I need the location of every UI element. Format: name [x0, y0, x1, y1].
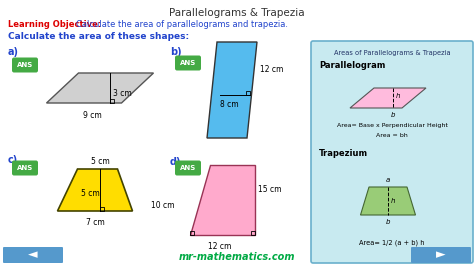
Polygon shape: [361, 187, 416, 215]
Text: 12 cm: 12 cm: [208, 242, 232, 251]
Text: 3 cm: 3 cm: [113, 89, 132, 98]
Text: b): b): [170, 47, 182, 57]
Text: 10 cm: 10 cm: [152, 201, 175, 210]
Text: d): d): [170, 157, 182, 167]
Text: Parallelogram: Parallelogram: [319, 61, 385, 70]
Text: a: a: [386, 177, 390, 183]
Text: Learning Objective:: Learning Objective:: [8, 20, 104, 29]
Text: ANS: ANS: [180, 60, 196, 66]
Text: mr-mathematics.com: mr-mathematics.com: [179, 252, 295, 262]
FancyBboxPatch shape: [175, 160, 201, 176]
Text: Calculate the area of these shapes:: Calculate the area of these shapes:: [8, 32, 189, 41]
Text: Area = bh: Area = bh: [376, 133, 408, 138]
Polygon shape: [190, 165, 255, 235]
Polygon shape: [46, 73, 154, 103]
Polygon shape: [57, 169, 133, 211]
Text: a): a): [8, 47, 19, 57]
FancyBboxPatch shape: [175, 56, 201, 70]
Text: Parallelograms & Trapezia: Parallelograms & Trapezia: [169, 8, 305, 18]
Text: 7 cm: 7 cm: [86, 218, 104, 227]
Text: 5 cm: 5 cm: [91, 157, 109, 166]
Polygon shape: [207, 42, 257, 138]
Text: ►: ►: [436, 248, 446, 261]
FancyBboxPatch shape: [411, 247, 471, 263]
Text: ANS: ANS: [17, 62, 33, 68]
Text: Area= Base x Perpendicular Height: Area= Base x Perpendicular Height: [337, 123, 447, 128]
Text: 9 cm: 9 cm: [82, 111, 101, 120]
Text: ◄: ◄: [28, 248, 38, 261]
Text: 12 cm: 12 cm: [260, 65, 283, 74]
FancyBboxPatch shape: [12, 160, 38, 176]
FancyBboxPatch shape: [3, 247, 63, 263]
Text: b: b: [391, 112, 395, 118]
Text: Trapezium: Trapezium: [319, 149, 368, 158]
FancyBboxPatch shape: [12, 57, 38, 73]
Text: ANS: ANS: [17, 165, 33, 171]
Text: h: h: [396, 93, 401, 99]
Text: Calculate the area of parallelograms and trapezia.: Calculate the area of parallelograms and…: [76, 20, 288, 29]
Polygon shape: [350, 88, 426, 108]
Text: h: h: [391, 198, 395, 204]
Text: Areas of Parallelograms & Trapezia: Areas of Parallelograms & Trapezia: [334, 50, 450, 56]
Text: c): c): [8, 155, 18, 165]
Text: 8 cm: 8 cm: [219, 100, 238, 109]
Text: ANS: ANS: [180, 165, 196, 171]
Text: 5 cm: 5 cm: [81, 189, 100, 197]
Text: 15 cm: 15 cm: [258, 185, 282, 194]
FancyBboxPatch shape: [311, 41, 473, 263]
Text: Area= 1/2 (a + b) h: Area= 1/2 (a + b) h: [359, 239, 425, 246]
Text: b: b: [386, 219, 390, 225]
